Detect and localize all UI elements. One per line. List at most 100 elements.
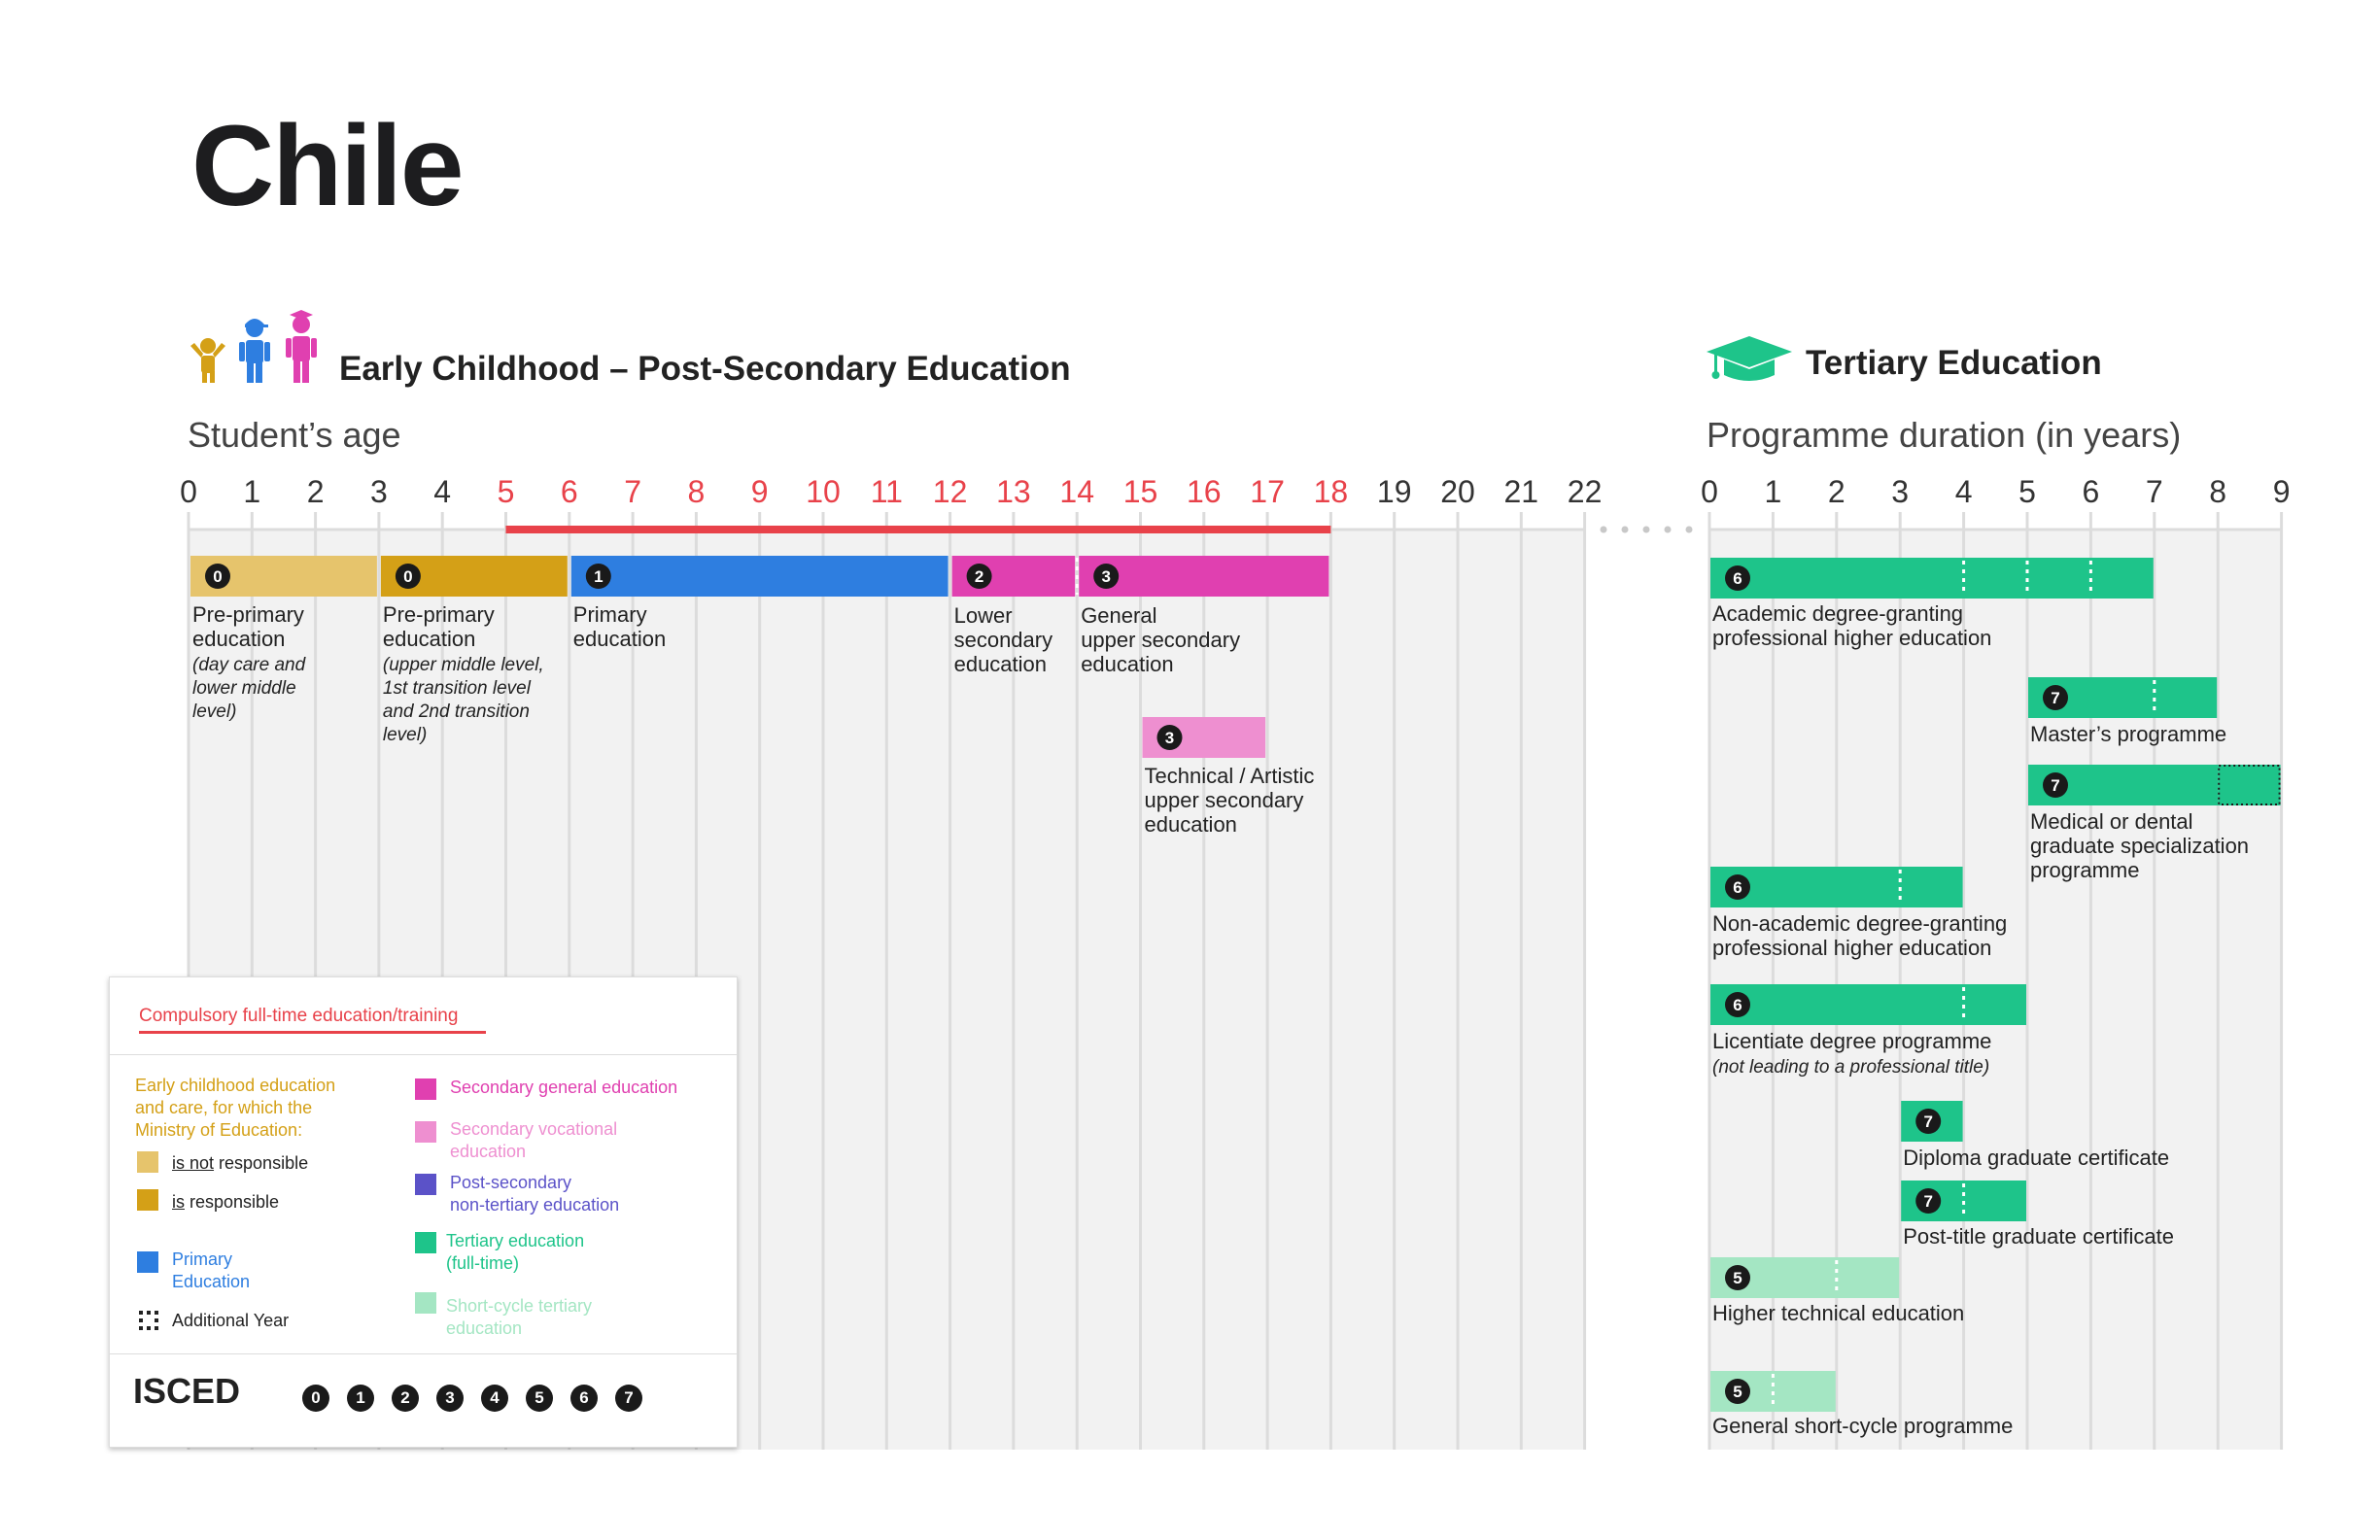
legend-primary: Primary Education <box>172 1249 251 1291</box>
legend-swatch-not-responsible <box>137 1151 158 1173</box>
legend-divider-bottom <box>110 1353 737 1354</box>
isced-badge-label: 3 <box>1165 729 1174 747</box>
duration-column <box>2090 530 2155 1450</box>
tertiary-programme-bar <box>1710 984 2026 1025</box>
duration-column <box>2027 530 2091 1450</box>
duration-tick-label: 2 <box>1828 474 1845 509</box>
tertiary-programme-label: General short-cycle programme <box>1712 1414 2013 1438</box>
duration-tick-label: 0 <box>1701 474 1718 509</box>
age-tick-label: 8 <box>688 474 706 509</box>
isced-badge <box>1093 564 1120 589</box>
early-programme-label: secondary <box>954 628 1053 652</box>
early-programme-label: education <box>954 652 1047 676</box>
age-tick-label: 15 <box>1123 474 1158 509</box>
legend-isced-badge: 7 <box>615 1385 642 1412</box>
legend-post-secondary: Post-secondary non-tertiary education <box>450 1173 620 1215</box>
age-tick-label: 14 <box>1059 474 1094 509</box>
age-column <box>1077 530 1141 1450</box>
tertiary-programme-label: Non-academic degree-granting <box>1712 911 2007 936</box>
axis-separator-dot <box>1600 526 1607 533</box>
isced-badge <box>395 564 421 589</box>
early-programme-note: and 2nd transition <box>383 702 530 722</box>
legend-isced-badge: 5 <box>526 1385 553 1412</box>
age-column <box>1140 530 1204 1450</box>
legend-isced-badge: 4 <box>481 1385 508 1412</box>
isced-badge-label: 7 <box>1923 1112 1932 1131</box>
early-programme-note: 1st transition level <box>383 678 532 699</box>
legend-isced-badge: 3 <box>436 1385 464 1412</box>
isced-badge-label: 7 <box>1923 1192 1932 1211</box>
isced-badge-label: 6 <box>1733 878 1742 897</box>
age-tick-label: 2 <box>307 474 325 509</box>
isced-badge <box>1156 725 1183 750</box>
age-column <box>1013 530 1078 1450</box>
age-tick-label: 9 <box>751 474 769 509</box>
duration-tick-label: 7 <box>2146 474 2163 509</box>
legend-secondary-general: Secondary general education <box>450 1078 678 1097</box>
isced-badge-label: 1 <box>594 567 603 586</box>
children-icon <box>190 310 317 383</box>
isced-badge <box>1915 1109 1942 1134</box>
graduation-cap-icon <box>1707 336 1792 381</box>
age-tick-label: 6 <box>561 474 578 509</box>
age-column <box>886 530 950 1450</box>
legend-isced-badge: 1 <box>347 1385 374 1412</box>
axis-separator-dot <box>1664 526 1672 533</box>
age-tick-label: 1 <box>243 474 260 509</box>
tertiary-programme-label: professional higher education <box>1712 626 1991 650</box>
isced-label: ISCED <box>133 1371 241 1411</box>
early-programme-note: lower middle <box>192 678 296 699</box>
isced-badge <box>966 564 992 589</box>
legend-swatch-post-secondary <box>415 1174 436 1195</box>
legend-swatch-tertiary <box>415 1232 436 1253</box>
legend-swatch-secondary-general <box>415 1078 436 1100</box>
legend-compulsory-line <box>139 1031 486 1034</box>
legend-isced-badge: 2 <box>392 1385 419 1412</box>
tertiary-programme-label: professional higher education <box>1712 936 1991 960</box>
legend: Compulsory full-time education/training … <box>109 976 738 1448</box>
duration-tick-label: 1 <box>1765 474 1782 509</box>
legend-responsible: is responsible <box>172 1192 280 1212</box>
legend-ecec-heading: Early childhood education and care, for w… <box>135 1076 336 1140</box>
age-tick-label: 5 <box>498 474 515 509</box>
early-programme-label: Pre-primary <box>383 602 495 627</box>
legend-swatch-primary <box>137 1251 158 1273</box>
isced-badge-label: 6 <box>1733 996 1742 1014</box>
duration-tick-label: 4 <box>1955 474 1973 509</box>
legend-secondary-vocational: Secondary vocational education <box>450 1119 618 1161</box>
tertiary-programme-label: Higher technical education <box>1712 1301 1964 1325</box>
early-programme-label: General <box>1081 603 1156 628</box>
isced-badge <box>585 564 611 589</box>
early-programme-label: education <box>383 627 475 651</box>
early-programme-label: upper secondary <box>1081 628 1240 652</box>
tertiary-programme-label: graduate specialization <box>2030 834 2249 858</box>
tertiary-programme-label: Post-title graduate certificate <box>1903 1224 2174 1249</box>
legend-divider-top <box>110 1054 737 1055</box>
tertiary-programme-bar <box>1710 867 1963 907</box>
early-programme-label: education <box>573 627 666 651</box>
axis-separator-dot <box>1685 526 1693 533</box>
duration-column <box>2218 530 2282 1450</box>
age-tick-label: 17 <box>1250 474 1285 509</box>
isced-badge-label: 6 <box>1733 569 1742 588</box>
age-axis-title: Student’s age <box>188 415 401 455</box>
legend-additional-year-icon <box>139 1311 158 1330</box>
age-tick-label: 12 <box>933 474 968 509</box>
additional-year-segment <box>2218 765 2281 805</box>
early-programme-label: education <box>192 627 285 651</box>
legend-not-responsible: is not responsible <box>172 1153 309 1173</box>
isced-badge <box>1725 1265 1750 1290</box>
early-programme-note: level) <box>383 725 427 745</box>
early-programme-label: Pre-primary <box>192 602 304 627</box>
tertiary-programme-label: programme <box>2030 858 2139 882</box>
age-tick-label: 10 <box>806 474 841 509</box>
early-programme-label: Primary <box>573 602 647 627</box>
isced-badge-label: 0 <box>403 567 412 586</box>
legend-short-cycle: Short-cycle tertiary education <box>446 1296 593 1338</box>
age-column <box>949 530 1014 1450</box>
age-tick-label: 20 <box>1440 474 1475 509</box>
age-column <box>1203 530 1268 1450</box>
early-programme-label: Lower <box>954 603 1013 628</box>
age-tick-label: 11 <box>871 474 903 509</box>
legend-swatch-responsible <box>137 1189 158 1211</box>
